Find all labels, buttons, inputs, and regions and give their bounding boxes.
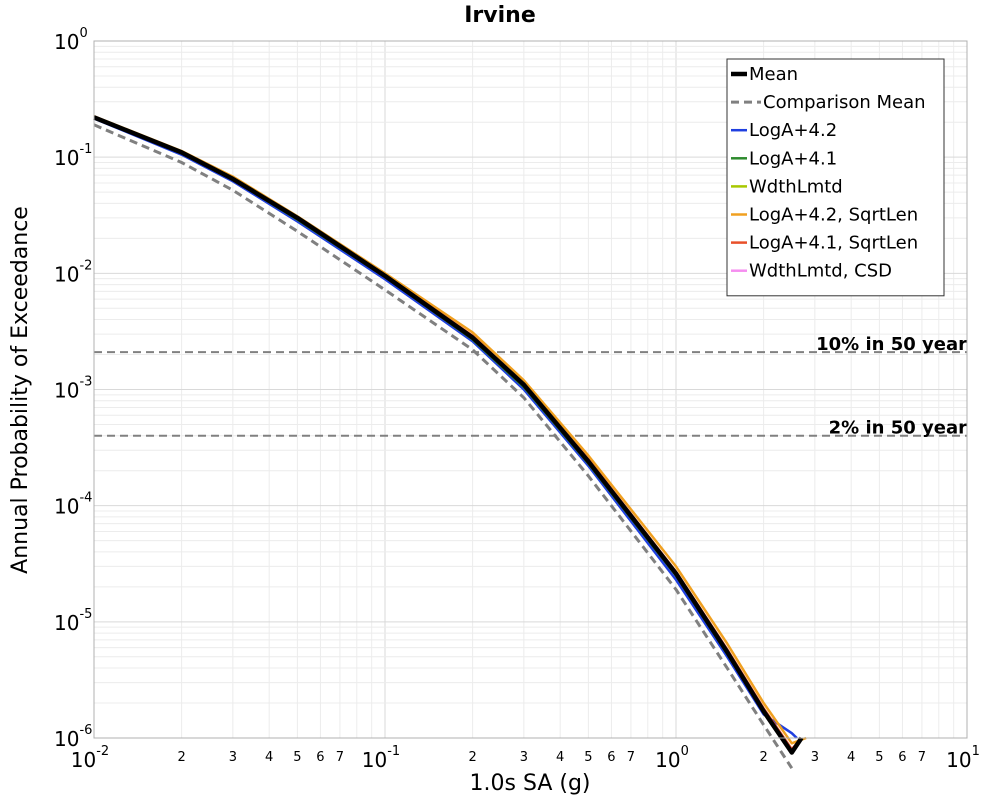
legend-entry-label: LogA+4.2, SqrtLen — [749, 205, 918, 226]
x-minor-tick-label: 4 — [556, 750, 564, 765]
reference-line-label: 10% in 50 year — [816, 334, 967, 355]
legend-entry-label: LogA+4.1 — [749, 148, 837, 169]
legend-entry-label: Comparison Mean — [763, 92, 926, 113]
reference-lines: 10% in 50 year 2% in 50 year — [94, 334, 967, 439]
x-minor-tick-label: 6 — [898, 750, 906, 765]
x-minor-tick-label: 5 — [584, 750, 592, 765]
y-tick-exponent: -2 — [79, 258, 92, 273]
y-tick-exponent: -4 — [79, 491, 92, 506]
series-line-2 — [93, 117, 798, 739]
x-minor-tick-label: 6 — [316, 750, 324, 765]
x-minor-tick-label: 5 — [875, 750, 883, 765]
legend: Mean Comparison Mean LogA+4.2 LogA+4.1 WdthL… — [726, 58, 945, 297]
x-minor-tick-label: 6 — [607, 750, 615, 765]
y-tick-label: 10-4 — [54, 491, 92, 519]
legend-entry-label: Mean — [749, 64, 798, 85]
x-tick-base: 10 — [655, 748, 680, 772]
x-minor-tick-label: 2 — [468, 750, 476, 765]
series-line-0 — [93, 115, 804, 755]
x-tick-exponent: 1 — [972, 744, 980, 759]
x-tick-exponent: -1 — [387, 744, 400, 759]
y-tick-base: 10 — [54, 146, 79, 170]
x-tick-exponent: 0 — [681, 744, 689, 759]
plot-area-border — [93, 40, 968, 739]
series-line-6 — [93, 115, 803, 751]
y-tick-base: 10 — [54, 611, 79, 635]
y-tick-exponent: 0 — [79, 26, 87, 41]
y-tick-label: 100 — [54, 26, 88, 54]
x-minor-tick-label: 3 — [520, 750, 528, 765]
y-tick-exponent: -3 — [79, 375, 92, 390]
x-tick-label: 101 — [946, 744, 980, 772]
y-tick-exponent: -5 — [79, 607, 92, 622]
y-tick-base: 10 — [54, 262, 79, 286]
legend-entry-label: WdthLmtd — [749, 176, 843, 197]
x-axis-label: 1.0s SA (g) — [470, 771, 591, 796]
x-minor-tick-label: 5 — [293, 750, 301, 765]
x-tick-label: 10-2 — [71, 744, 109, 772]
y-tick-label: 10-5 — [54, 607, 92, 635]
y-tick-exponent: -1 — [79, 142, 92, 157]
y-tick-base: 10 — [54, 30, 79, 54]
y-tick-label: 10-6 — [54, 723, 92, 751]
chart-title: Irvine — [464, 3, 536, 28]
x-minor-tick-label: 2 — [177, 750, 185, 765]
legend-box — [726, 58, 945, 297]
x-tick-base: 10 — [362, 748, 387, 772]
series-line-5 — [93, 115, 807, 745]
legend-entry-label: LogA+4.2 — [749, 120, 837, 141]
x-minor-tick-label: 7 — [627, 750, 635, 765]
x-minor-tick-label: 3 — [229, 750, 237, 765]
x-minor-tick-label: 3 — [811, 750, 819, 765]
x-tick-label: 10-1 — [362, 744, 400, 772]
series-line-1 — [93, 123, 794, 770]
y-tick-base: 10 — [54, 727, 79, 751]
x-minor-tick-label: 7 — [918, 750, 926, 765]
x-minor-tick-label: 4 — [847, 750, 855, 765]
y-tick-label: 10-3 — [54, 375, 92, 403]
y-tick-label: 10-1 — [54, 142, 92, 170]
x-minor-tick-label: 7 — [336, 750, 344, 765]
legend-entry-label: WdthLmtd, CSD — [749, 261, 892, 282]
y-tick-exponent: -6 — [79, 723, 92, 738]
series-lines — [93, 115, 807, 770]
x-tick-exponent: -2 — [96, 744, 109, 759]
y-tick-label: 10-2 — [54, 258, 92, 286]
x-tick-base: 10 — [946, 748, 971, 772]
x-minor-tick-label: 4 — [265, 750, 273, 765]
y-axis-label: Annual Probability of Exceedance — [8, 206, 33, 574]
x-minor-tick-label: 2 — [759, 750, 767, 765]
grid-lines — [93, 41, 967, 739]
x-tick-label: 100 — [655, 744, 689, 772]
x-tick-base: 10 — [71, 748, 96, 772]
y-tick-base: 10 — [54, 495, 79, 519]
legend-entry-label: LogA+4.1, SqrtLen — [749, 233, 918, 254]
reference-line-label: 2% in 50 year — [829, 418, 967, 439]
y-tick-base: 10 — [54, 379, 79, 403]
